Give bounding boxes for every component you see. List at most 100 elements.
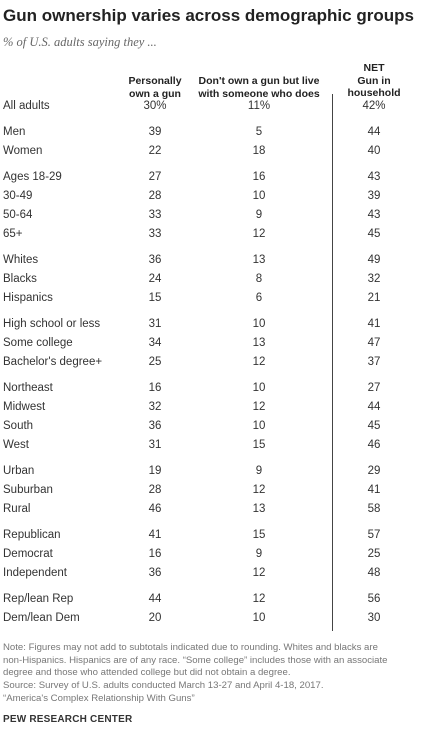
personally-own-value: 36 <box>148 567 162 579</box>
net-gun-household-value: 27 <box>367 382 381 394</box>
personally-own-value: 16 <box>148 548 162 560</box>
row-label: Some college <box>3 337 73 349</box>
row-label: Hispanics <box>3 292 53 304</box>
table-row: Independent 36 12 48 <box>0 567 421 585</box>
net-gun-household-value: 30 <box>367 612 381 624</box>
row-label: High school or less <box>3 318 101 330</box>
live-with-owner-value: 5 <box>255 126 263 138</box>
table-row: All adults 30% 11% 42% <box>0 100 421 118</box>
row-label: Democrat <box>3 548 53 560</box>
row-label: All adults <box>3 100 50 112</box>
table-row: High school or less 31 10 41 <box>0 318 421 336</box>
table-row: 50-64 33 9 43 <box>0 209 421 227</box>
pew-research-logo-text: PEW RESEARCH CENTER <box>3 714 133 725</box>
net-column-divider <box>332 94 333 631</box>
personally-own-value: 22 <box>148 145 162 157</box>
row-label: Urban <box>3 465 35 477</box>
live-with-owner-value: 10 <box>252 612 266 624</box>
live-with-owner-value: 16 <box>252 171 266 183</box>
chart-subtitle: % of U.S. adults saying they ... <box>3 35 157 49</box>
row-label: Rep/lean Rep <box>3 593 74 605</box>
row-label: Midwest <box>3 401 46 413</box>
personally-own-value: 41 <box>148 529 162 541</box>
table-row: Northeast 16 10 27 <box>0 382 421 400</box>
table-row: Women 22 18 40 <box>0 145 421 163</box>
table-row: 30-49 28 10 39 <box>0 190 421 208</box>
personally-own-value: 33 <box>148 228 162 240</box>
table-row: Republican 41 15 57 <box>0 529 421 547</box>
personally-own-value: 32 <box>148 401 162 413</box>
row-label: Independent <box>3 567 67 579</box>
net-gun-household-value: 37 <box>367 356 381 368</box>
row-label: Whites <box>3 254 39 266</box>
personally-own-value: 15 <box>148 292 162 304</box>
net-gun-household-value: 39 <box>367 190 381 202</box>
live-with-owner-value: 9 <box>255 209 263 221</box>
net-gun-household-value: 57 <box>367 529 381 541</box>
table-row: South 36 10 45 <box>0 420 421 438</box>
table-row: Urban 19 9 29 <box>0 465 421 483</box>
footnote-line: non-Hispanics. Hispanics are of any race… <box>3 654 388 666</box>
net-gun-household-value: 43 <box>367 209 381 221</box>
live-with-owner-value: 12 <box>252 567 266 579</box>
live-with-owner-value: 10 <box>252 318 266 330</box>
row-label: 50-64 <box>3 209 33 221</box>
net-gun-household-value: 46 <box>367 439 381 451</box>
live-with-owner-value: 10 <box>252 190 266 202</box>
net-gun-household-value: 44 <box>367 126 381 138</box>
personally-own-value: 34 <box>148 337 162 349</box>
table-row: Whites 36 13 49 <box>0 254 421 272</box>
row-label: West <box>3 439 29 451</box>
personally-own-value: 31 <box>148 318 162 330</box>
row-label: Northeast <box>3 382 53 394</box>
personally-own-value: 36 <box>148 420 162 432</box>
live-with-owner-value: 9 <box>255 465 263 477</box>
live-with-owner-value: 12 <box>252 401 266 413</box>
column-header-line: own a gun <box>129 87 181 100</box>
live-with-owner-value: 10 <box>252 382 266 394</box>
table-row: Some college 34 13 47 <box>0 337 421 355</box>
live-with-owner-value: 18 <box>252 145 266 157</box>
row-label: 65+ <box>3 228 23 240</box>
net-gun-household-value: 29 <box>367 465 381 477</box>
row-label: 30-49 <box>3 190 33 202</box>
net-gun-household-value: 32 <box>367 273 381 285</box>
live-with-owner-value: 12 <box>252 228 266 240</box>
table-row: Bachelor's degree+ 25 12 37 <box>0 356 421 374</box>
table-row: Suburban 28 12 41 <box>0 484 421 502</box>
net-gun-household-value: 58 <box>367 503 381 515</box>
live-with-owner-value: 9 <box>255 548 263 560</box>
table-row: 65+ 33 12 45 <box>0 228 421 246</box>
table-row: Men 39 5 44 <box>0 126 421 144</box>
table-row: Ages 18-29 27 16 43 <box>0 171 421 189</box>
live-with-owner-value: 6 <box>255 292 263 304</box>
footnote: Note: Figures may not add to subtotals i… <box>3 642 415 706</box>
column-header-line: household <box>347 87 401 99</box>
net-gun-household-value: 47 <box>367 337 381 349</box>
row-label: Dem/lean Dem <box>3 612 80 624</box>
footnote-line: “America's Complex Relationship With Gun… <box>3 692 195 704</box>
live-with-owner-value: 13 <box>252 254 266 266</box>
column-header-line: Personally <box>128 75 182 87</box>
net-gun-household-value: 45 <box>367 228 381 240</box>
live-with-owner-value: 13 <box>252 503 266 515</box>
net-gun-household-value: 48 <box>367 567 381 579</box>
live-with-owner-value: 13 <box>252 337 266 349</box>
footnote-line: Note: Figures may not add to subtotals i… <box>3 642 378 653</box>
net-gun-household-value: 40 <box>367 145 381 157</box>
row-label: Blacks <box>3 273 37 285</box>
footnote-line: degree and those who attended college bu… <box>3 667 291 679</box>
table-row: Hispanics 15 6 21 <box>0 292 421 310</box>
personally-own-value: 33 <box>148 209 162 221</box>
net-gun-household-value: 41 <box>367 318 381 330</box>
live-with-owner-value: 15 <box>252 529 266 541</box>
personally-own-value: 28 <box>148 190 162 202</box>
net-gun-household-value: 43 <box>367 171 381 183</box>
personally-own-value: 24 <box>148 273 162 285</box>
personally-own-value: 44 <box>148 593 162 605</box>
live-with-owner-value: 12 <box>252 484 266 496</box>
personally-own-value: 31 <box>148 439 162 451</box>
row-label: Suburban <box>3 484 53 496</box>
table-row: West 31 15 46 <box>0 439 421 457</box>
table-row: Dem/lean Dem 20 10 30 <box>0 612 421 630</box>
